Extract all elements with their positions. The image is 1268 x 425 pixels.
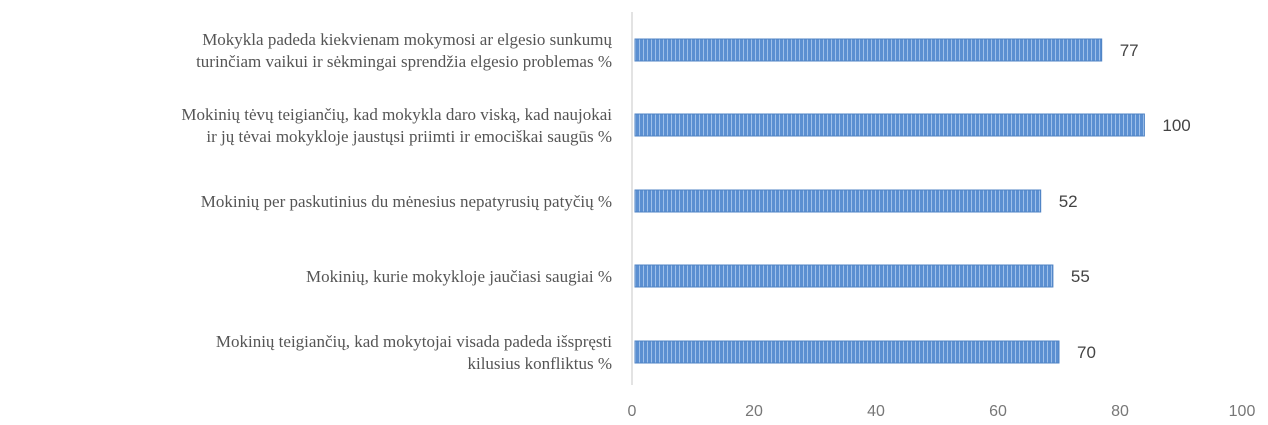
bar — [634, 189, 1042, 213]
x-tick-label: 0 — [628, 403, 637, 420]
category-label: Mokinių tėvų teigiančių, kad mokykla dar… — [181, 105, 612, 146]
category-label: Mokinių teigiančių, kad mokytojai visada… — [216, 332, 612, 373]
category-labels: Mokykla padeda kiekvienam mokymosi ar el… — [181, 30, 612, 373]
x-axis-ticks: 0 20 40 60 80 100 — [628, 403, 1256, 420]
bars — [634, 38, 1145, 364]
data-label: 70 — [1077, 343, 1096, 362]
data-label: 77 — [1120, 41, 1139, 60]
x-tick-label: 20 — [745, 403, 763, 420]
bar — [634, 340, 1060, 364]
bar — [634, 113, 1145, 137]
data-label: 52 — [1059, 192, 1078, 211]
x-tick-label: 100 — [1229, 403, 1256, 420]
data-label: 100 — [1162, 116, 1190, 135]
value-labels: 77 100 52 55 70 — [1059, 41, 1191, 362]
bar — [634, 38, 1103, 62]
category-label: Mokinių per paskutinius du mėnesius nepa… — [201, 192, 612, 211]
x-tick-label: 40 — [867, 403, 885, 420]
bar — [634, 264, 1054, 288]
x-tick-label: 80 — [1111, 403, 1129, 420]
data-label: 55 — [1071, 267, 1090, 286]
category-label: Mokykla padeda kiekvienam mokymosi ar el… — [196, 30, 612, 71]
x-tick-label: 60 — [989, 403, 1007, 420]
category-label: Mokinių, kurie mokykloje jaučiasi saugia… — [306, 267, 612, 286]
